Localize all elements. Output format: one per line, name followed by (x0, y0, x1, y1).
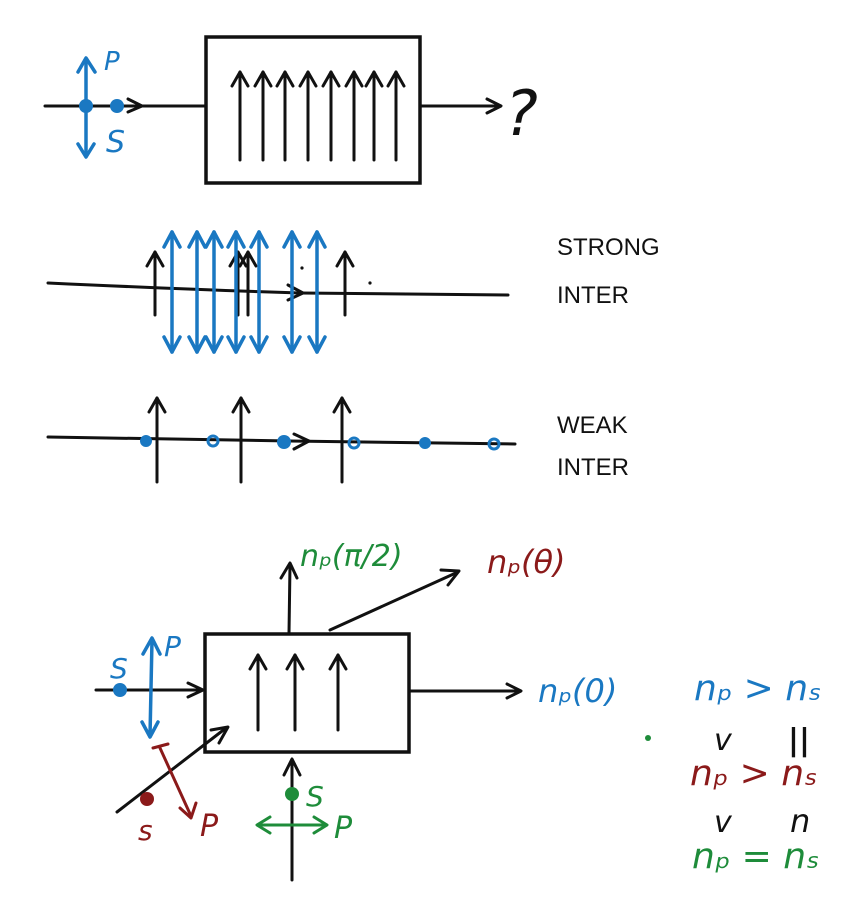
output-arrowhead (485, 97, 503, 115)
strong-field-arrows (145, 230, 355, 354)
weak-arrow-1 (147, 396, 167, 484)
crystal2-arrow-3 (328, 653, 348, 732)
strong-label-line1: STRONG (557, 234, 660, 261)
strong-blue-arrow-5 (249, 230, 269, 354)
top-output-label: nₚ(π/2) (300, 539, 403, 574)
crystal-arrow-5 (321, 70, 341, 162)
relation-row2-right: || (788, 723, 810, 758)
weak-dot-3 (277, 435, 291, 449)
p-origin-dot (79, 99, 93, 113)
diag-beam-arrowhead (439, 568, 461, 587)
strong-black-arrow-4 (335, 250, 355, 317)
relation-row1: nₚ > nₛ (694, 668, 822, 709)
panel-weak-interaction: WEAK INTER (46, 396, 629, 484)
panel-strong-interaction: STRONG INTER (46, 230, 660, 354)
crystal-arrow-1 (230, 70, 250, 162)
crystal-axis-arrows-2 (248, 653, 348, 732)
strong-blue-arrow-4 (226, 230, 246, 354)
p-arrowhead-down (76, 142, 96, 159)
weak-label-line1: WEAK (557, 412, 628, 439)
bottom-p-arrowhead-right (312, 815, 329, 835)
bottom-s-dot (285, 787, 299, 801)
crystal2-arrow-2 (285, 653, 305, 732)
weak-dot-5 (419, 437, 431, 449)
strong-black-arrow-1 (145, 250, 165, 317)
left-beam-arrowhead (186, 681, 205, 699)
relation-row4-right: n (790, 802, 810, 840)
strong-blue-arrow-2 (187, 230, 207, 354)
strong-dot-1 (300, 266, 304, 270)
p-arrowhead-up (76, 56, 97, 74)
relation-row4-left: v (714, 805, 733, 840)
right-beam-arrowhead (505, 682, 523, 700)
diag-output-label: nₚ(θ) (487, 543, 566, 581)
left-p-label: P (164, 630, 181, 663)
diag-p-label: P (200, 809, 219, 844)
left-p-arrowhead-down (140, 720, 160, 739)
relation-row5: nₚ = nₛ (692, 836, 820, 877)
p-label: P (104, 47, 120, 77)
bottom-p-arrowhead-left (255, 815, 272, 835)
weak-dot-1 (140, 435, 152, 447)
weak-dot-2 (206, 434, 220, 448)
crystal-arrow-4 (298, 70, 318, 162)
left-s-dot (113, 683, 127, 697)
output-question-mark: ? (505, 77, 538, 150)
diag-s-dot (140, 792, 154, 806)
diag-p-tip-bottom (178, 801, 198, 820)
left-p-arrowhead-up (141, 636, 162, 656)
crystal-arrow-3 (275, 70, 295, 162)
strong-blue-arrow-3 (204, 230, 224, 354)
panel-refractive-index: S P nₚ(0) nₚ(π/2) nₚ(θ) s P S P (94, 539, 651, 882)
weak-label-line2: INTER (557, 454, 629, 481)
crystal-box-2 (203, 632, 411, 754)
weak-dot-6 (487, 437, 501, 451)
left-s-label: S (110, 652, 128, 685)
weak-field-arrows (147, 396, 352, 484)
bottom-beam-arrowhead (282, 757, 302, 777)
diag-p-arrow (158, 746, 193, 818)
weak-arrow-2 (231, 396, 251, 484)
crystal2-arrow-1 (248, 653, 268, 732)
crystal-arrow-8 (386, 70, 406, 162)
strong-black-arrow-3 (238, 250, 258, 317)
relation-row3: nₚ > nₛ (690, 753, 818, 794)
crystal-arrow-2 (253, 70, 273, 162)
s-polarization-dot (110, 99, 124, 113)
index-relations: nₚ > nₛ v || nₚ > nₛ v n nₚ = nₛ (690, 668, 822, 877)
diag-p-tip-top (151, 742, 170, 750)
s-label: S (106, 125, 125, 160)
diag-s-label: s (138, 814, 153, 847)
top-beam-line (287, 563, 292, 635)
diag-beam-line (328, 570, 460, 632)
bottom-s-label: S (306, 780, 324, 813)
crystal-arrow-7 (364, 70, 384, 162)
strong-blue-arrow-1 (162, 230, 182, 354)
bottom-p-label: P (334, 811, 353, 846)
left-p-arrow (148, 638, 154, 738)
weak-arrow-3 (332, 396, 352, 484)
top-beam-arrowhead (279, 561, 299, 580)
strong-beam-line (46, 281, 510, 297)
weak-dot-4 (347, 436, 361, 450)
strong-blue-arrow-7 (307, 230, 327, 354)
strong-label-line2: INTER (557, 282, 629, 309)
stray-dot (645, 735, 651, 741)
right-output-label: nₚ(0) (538, 672, 617, 710)
diag-in-arrowhead (209, 725, 230, 745)
crystal-arrow-6 (344, 70, 364, 162)
crystal-axis-arrows (230, 70, 406, 162)
weak-beam-arrowhead (292, 432, 311, 451)
strong-blue-arrow-6 (282, 230, 302, 354)
weak-blue-dots (140, 434, 501, 451)
panel-incident-beam: P S ? (43, 35, 538, 185)
relation-row2-left: v (714, 723, 733, 758)
crystal-box (204, 35, 422, 185)
strong-dot-2 (368, 281, 372, 285)
